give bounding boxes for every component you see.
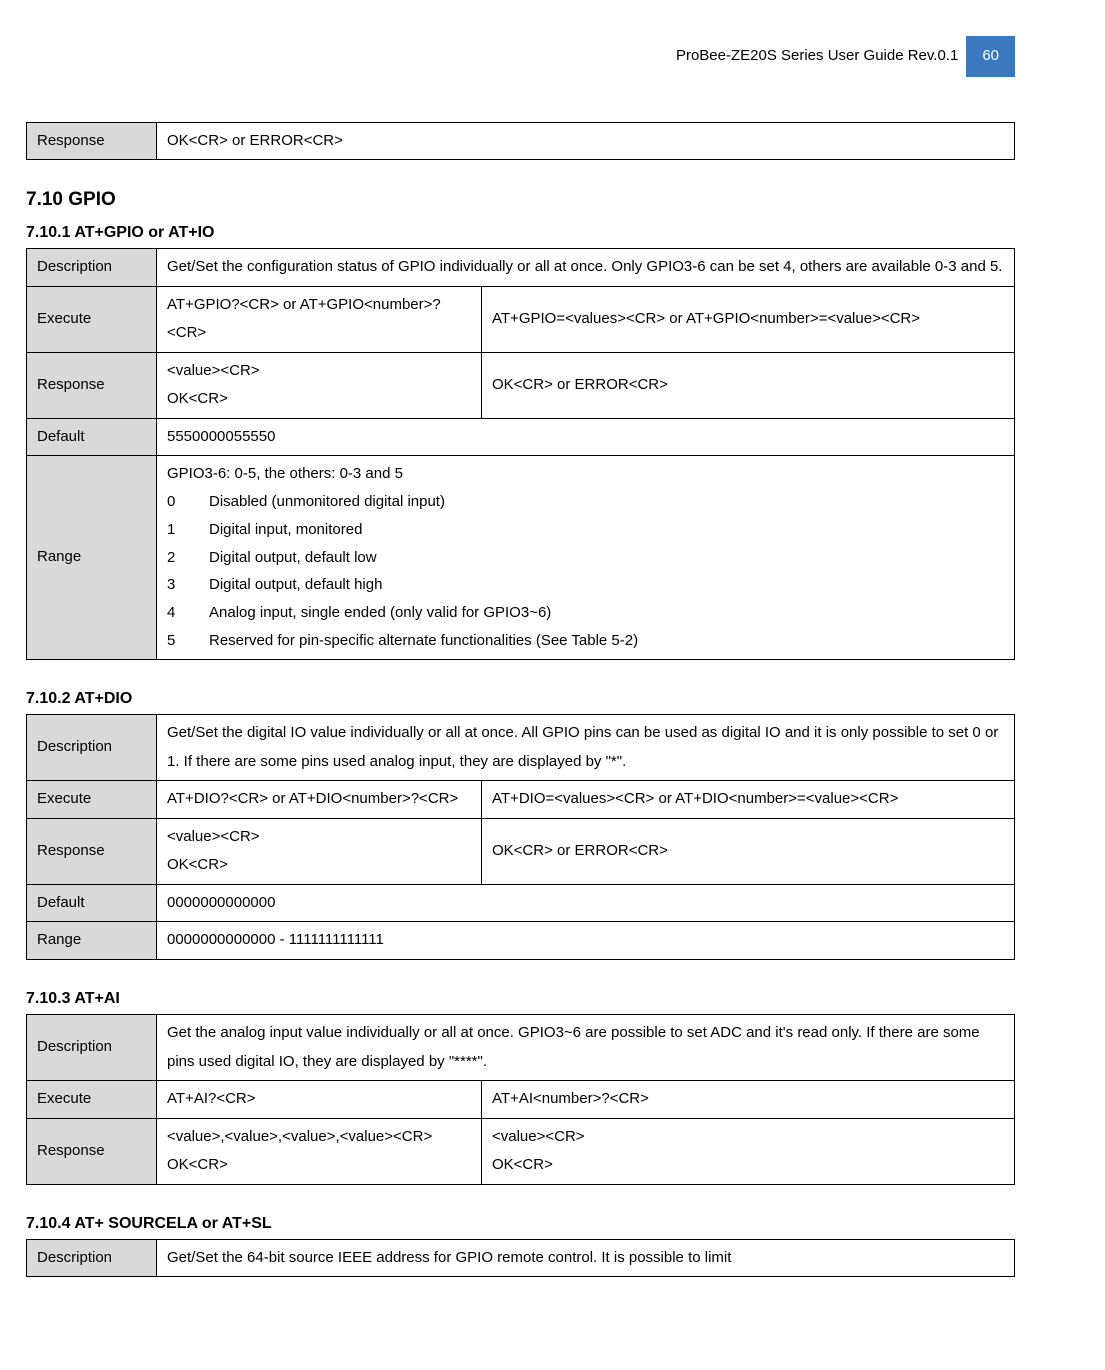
description-label: Description <box>27 1015 157 1081</box>
response-label: Response <box>27 818 157 884</box>
response-label: Response <box>27 1118 157 1184</box>
prev-cmd-table: Response OK<CR> or ERROR<CR> <box>26 122 1015 161</box>
section-heading-gpio: 7.10 GPIO <box>26 182 1015 218</box>
execute-c1: AT+GPIO?<CR> or AT+GPIO<number>?<CR> <box>157 286 482 352</box>
execute-label: Execute <box>27 1081 157 1119</box>
range-item-text: Digital input, monitored <box>209 516 362 544</box>
table-row: Response <value><CR> OK<CR> OK<CR> or ER… <box>27 352 1015 418</box>
table-row: Range 0000000000000 - 1111111111111 <box>27 922 1015 960</box>
table-row: Default 0000000000000 <box>27 884 1015 922</box>
table-row: Response <value>,<value>,<value>,<value>… <box>27 1118 1015 1184</box>
response-label: Response <box>27 122 157 160</box>
range-item: 1Digital input, monitored <box>167 516 1004 544</box>
response-c1: <value>,<value>,<value>,<value><CR> OK<C… <box>157 1118 482 1184</box>
execute-label: Execute <box>27 781 157 819</box>
execute-label: Execute <box>27 286 157 352</box>
header-title: ProBee-ZE20S Series User Guide Rev.0.1 <box>676 36 966 77</box>
table-row: Execute AT+AI?<CR> AT+AI<number>?<CR> <box>27 1081 1015 1119</box>
subsection-heading-atdio: 7.10.2 AT+DIO <box>26 684 1015 714</box>
range-item: 2Digital output, default low <box>167 544 1004 572</box>
table-row: Execute AT+DIO?<CR> or AT+DIO<number>?<C… <box>27 781 1015 819</box>
table-row: Range GPIO3-6: 0-5, the others: 0-3 and … <box>27 456 1015 659</box>
range-value: GPIO3-6: 0-5, the others: 0-3 and 50Disa… <box>157 456 1015 659</box>
table-row: Description Get the analog input value i… <box>27 1015 1015 1081</box>
description-label: Description <box>27 1239 157 1277</box>
range-item-text: Analog input, single ended (only valid f… <box>209 599 551 627</box>
header-page-number: 60 <box>966 36 1015 77</box>
document-page: ProBee-ZE20S Series User Guide Rev.0.1 6… <box>0 0 1105 1317</box>
atsl-table: Description Get/Set the 64-bit source IE… <box>26 1239 1015 1278</box>
range-item-text: Digital output, default low <box>209 544 377 572</box>
table-row: Response <value><CR> OK<CR> OK<CR> or ER… <box>27 818 1015 884</box>
default-label: Default <box>27 884 157 922</box>
subsection-heading-atai: 7.10.3 AT+AI <box>26 984 1015 1014</box>
response-c2: OK<CR> or ERROR<CR> <box>482 352 1015 418</box>
default-label: Default <box>27 418 157 456</box>
atgpio-table: Description Get/Set the configuration st… <box>26 248 1015 659</box>
description-label: Description <box>27 715 157 781</box>
range-intro: GPIO3-6: 0-5, the others: 0-3 and 5 <box>167 460 1004 488</box>
table-row: Response OK<CR> or ERROR<CR> <box>27 122 1015 160</box>
table-row: Description Get/Set the configuration st… <box>27 249 1015 287</box>
description-value: Get/Set the configuration status of GPIO… <box>157 249 1015 287</box>
table-row: Description Get/Set the 64-bit source IE… <box>27 1239 1015 1277</box>
execute-c2: AT+DIO=<values><CR> or AT+DIO<number>=<v… <box>482 781 1015 819</box>
table-row: Execute AT+GPIO?<CR> or AT+GPIO<number>?… <box>27 286 1015 352</box>
execute-c1: AT+AI?<CR> <box>157 1081 482 1119</box>
range-item: 4Analog input, single ended (only valid … <box>167 599 1004 627</box>
execute-c2: AT+AI<number>?<CR> <box>482 1081 1015 1119</box>
execute-c2: AT+GPIO=<values><CR> or AT+GPIO<number>=… <box>482 286 1015 352</box>
range-item-text: Reserved for pin-specific alternate func… <box>209 627 638 655</box>
description-label: Description <box>27 249 157 287</box>
subsection-heading-atsl: 7.10.4 AT+ SOURCELA or AT+SL <box>26 1209 1015 1239</box>
default-value: 5550000055550 <box>157 418 1015 456</box>
table-row: Description Get/Set the digital IO value… <box>27 715 1015 781</box>
range-item-index: 1 <box>167 516 209 544</box>
response-c1: <value><CR> OK<CR> <box>157 352 482 418</box>
range-item: 3Digital output, default high <box>167 571 1004 599</box>
execute-c1: AT+DIO?<CR> or AT+DIO<number>?<CR> <box>157 781 482 819</box>
range-item-text: Digital output, default high <box>209 571 382 599</box>
range-item-text: Disabled (unmonitored digital input) <box>209 488 445 516</box>
range-item-index: 3 <box>167 571 209 599</box>
page-header: ProBee-ZE20S Series User Guide Rev.0.1 6… <box>26 36 1015 77</box>
range-label: Range <box>27 456 157 659</box>
response-c2: OK<CR> or ERROR<CR> <box>482 818 1015 884</box>
atdio-table: Description Get/Set the digital IO value… <box>26 714 1015 960</box>
default-value: 0000000000000 <box>157 884 1015 922</box>
range-label: Range <box>27 922 157 960</box>
response-value: OK<CR> or ERROR<CR> <box>157 122 1015 160</box>
range-item: 0Disabled (unmonitored digital input) <box>167 488 1004 516</box>
description-value: Get/Set the 64-bit source IEEE address f… <box>157 1239 1015 1277</box>
range-item-index: 2 <box>167 544 209 572</box>
response-c1: <value><CR> OK<CR> <box>157 818 482 884</box>
range-value: 0000000000000 - 1111111111111 <box>157 922 1015 960</box>
range-item-index: 4 <box>167 599 209 627</box>
range-item-index: 0 <box>167 488 209 516</box>
response-c2: <value><CR> OK<CR> <box>482 1118 1015 1184</box>
description-value: Get the analog input value individually … <box>157 1015 1015 1081</box>
description-value: Get/Set the digital IO value individuall… <box>157 715 1015 781</box>
response-label: Response <box>27 352 157 418</box>
atai-table: Description Get the analog input value i… <box>26 1014 1015 1185</box>
table-row: Default 5550000055550 <box>27 418 1015 456</box>
subsection-heading-atgpio: 7.10.1 AT+GPIO or AT+IO <box>26 218 1015 248</box>
range-item-index: 5 <box>167 627 209 655</box>
range-item: 5Reserved for pin-specific alternate fun… <box>167 627 1004 655</box>
